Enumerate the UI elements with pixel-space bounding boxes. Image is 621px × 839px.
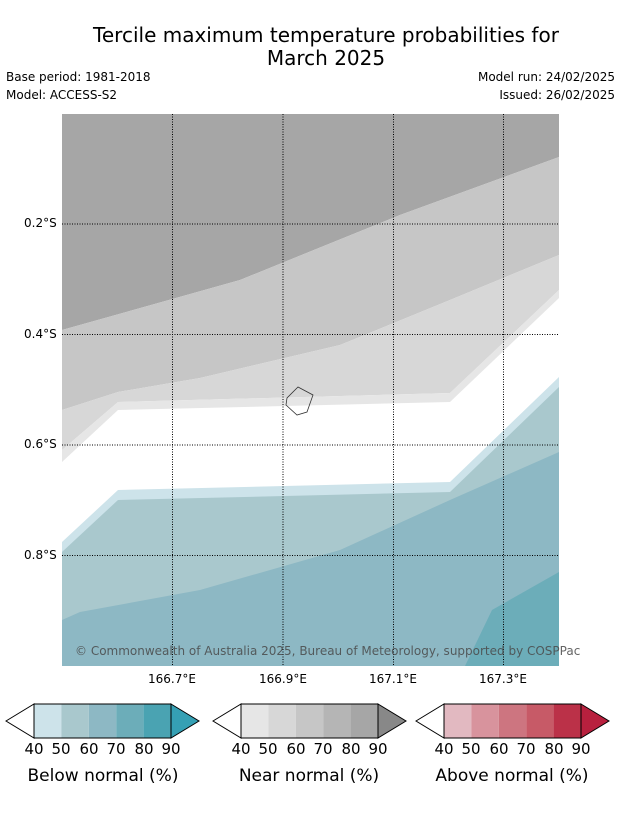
colorbar-above-low-arrow xyxy=(415,703,445,739)
above-tick-60: 60 xyxy=(489,740,509,758)
colorbar-above-normal xyxy=(415,703,610,739)
colorbar-near-normal xyxy=(212,703,407,739)
lon-label-167-1: 167.1°E xyxy=(369,672,417,686)
above-tick-90: 90 xyxy=(571,740,591,758)
below-tick-70: 70 xyxy=(106,740,126,758)
gridlines xyxy=(62,114,559,666)
model-run: Model run: 24/02/2025 xyxy=(477,70,615,84)
lon-label-167-3: 167.3°E xyxy=(479,672,527,686)
near-tick-40: 40 xyxy=(231,740,251,758)
colorbar-near-swatch-50 xyxy=(268,704,296,738)
colorbar-near-low-arrow xyxy=(212,703,242,739)
near-tick-60: 60 xyxy=(286,740,306,758)
below-tick-50: 50 xyxy=(51,740,71,758)
colorbar-above-label: Above normal (%) xyxy=(435,766,589,786)
meta-left: Base period: 1981-2018 Model: ACCESS-S2 xyxy=(6,68,151,104)
lon-label-166-9: 166.9°E xyxy=(259,672,307,686)
below-normal-70-region xyxy=(62,452,559,666)
near-tick-50: 50 xyxy=(258,740,278,758)
colorbar-above-high-arrow xyxy=(580,703,610,739)
colorbar-below-normal xyxy=(5,703,200,739)
near-tick-70: 70 xyxy=(313,740,333,758)
copyright-text: © Commonwealth of Australia 2025, Bureau… xyxy=(75,644,580,658)
base-period: Base period: 1981-2018 xyxy=(6,70,151,84)
above-tick-50: 50 xyxy=(461,740,481,758)
near-tick-90: 90 xyxy=(368,740,388,758)
near-tick-80: 80 xyxy=(341,740,361,758)
title-line-2: March 2025 xyxy=(266,46,386,70)
colorbar-below-swatch-50 xyxy=(61,704,89,738)
colorbar-below-low-arrow xyxy=(5,703,35,739)
colorbar-above-swatch-80 xyxy=(553,704,581,738)
colorbar-below-swatch-60 xyxy=(88,704,117,738)
colorbar-above-frame xyxy=(443,703,582,739)
meta-right: Model run: 24/02/2025 Issued: 26/02/2025 xyxy=(478,68,615,104)
above-tick-70: 70 xyxy=(516,740,536,758)
colorbar-near-swatch-40 xyxy=(241,704,269,738)
above-tick-40: 40 xyxy=(434,740,454,758)
colorbar-below-swatch-80 xyxy=(143,704,171,738)
below-tick-90: 90 xyxy=(161,740,181,758)
map-area xyxy=(62,114,559,666)
above-tick-80: 80 xyxy=(544,740,564,758)
lat-label-0-2: 0.2°S xyxy=(24,216,57,230)
lat-label-0-4: 0.4°S xyxy=(24,327,57,341)
model-name: Model: ACCESS-S2 xyxy=(6,88,118,102)
lon-label-166-7: 166.7°E xyxy=(148,672,196,686)
colorbar-near-high-arrow xyxy=(377,703,407,739)
colorbar-below-frame xyxy=(33,703,172,739)
colorbar-near-label: Near normal (%) xyxy=(238,766,380,786)
colorbar-below-high-arrow xyxy=(170,703,200,739)
lat-label-0-8: 0.8°S xyxy=(24,548,57,562)
colorbar-above-swatch-40 xyxy=(444,704,472,738)
near-normal-80-region xyxy=(62,114,559,330)
colorbar-above-swatch-50 xyxy=(471,704,499,738)
near-normal-70-region xyxy=(62,157,559,410)
colorbar-near-swatch-70 xyxy=(323,704,351,738)
colorbar-near-swatch-60 xyxy=(295,704,324,738)
below-tick-80: 80 xyxy=(134,740,154,758)
near-normal-60-region xyxy=(62,255,559,450)
lat-label-0-6: 0.6°S xyxy=(24,437,57,451)
below-tick-60: 60 xyxy=(79,740,99,758)
colorbar-above-swatch-70 xyxy=(526,704,554,738)
colorbar-near-swatch-80 xyxy=(350,704,378,738)
below-tick-40: 40 xyxy=(24,740,44,758)
colorbar-near-frame xyxy=(240,703,379,739)
title-line-1: Tercile maximum temperature probabilitie… xyxy=(93,23,559,47)
colorbar-below-swatch-70 xyxy=(116,704,144,738)
island-outline xyxy=(285,386,314,416)
colorbar-above-swatch-60 xyxy=(498,704,527,738)
below-normal-80-region xyxy=(465,572,559,666)
colorbar-below-swatch-40 xyxy=(34,704,62,738)
map-title: Tercile maximum temperature probabilitie… xyxy=(0,24,621,70)
colorbar-below-label: Below normal (%) xyxy=(27,766,179,786)
issued-date: Issued: 26/02/2025 xyxy=(499,88,615,102)
